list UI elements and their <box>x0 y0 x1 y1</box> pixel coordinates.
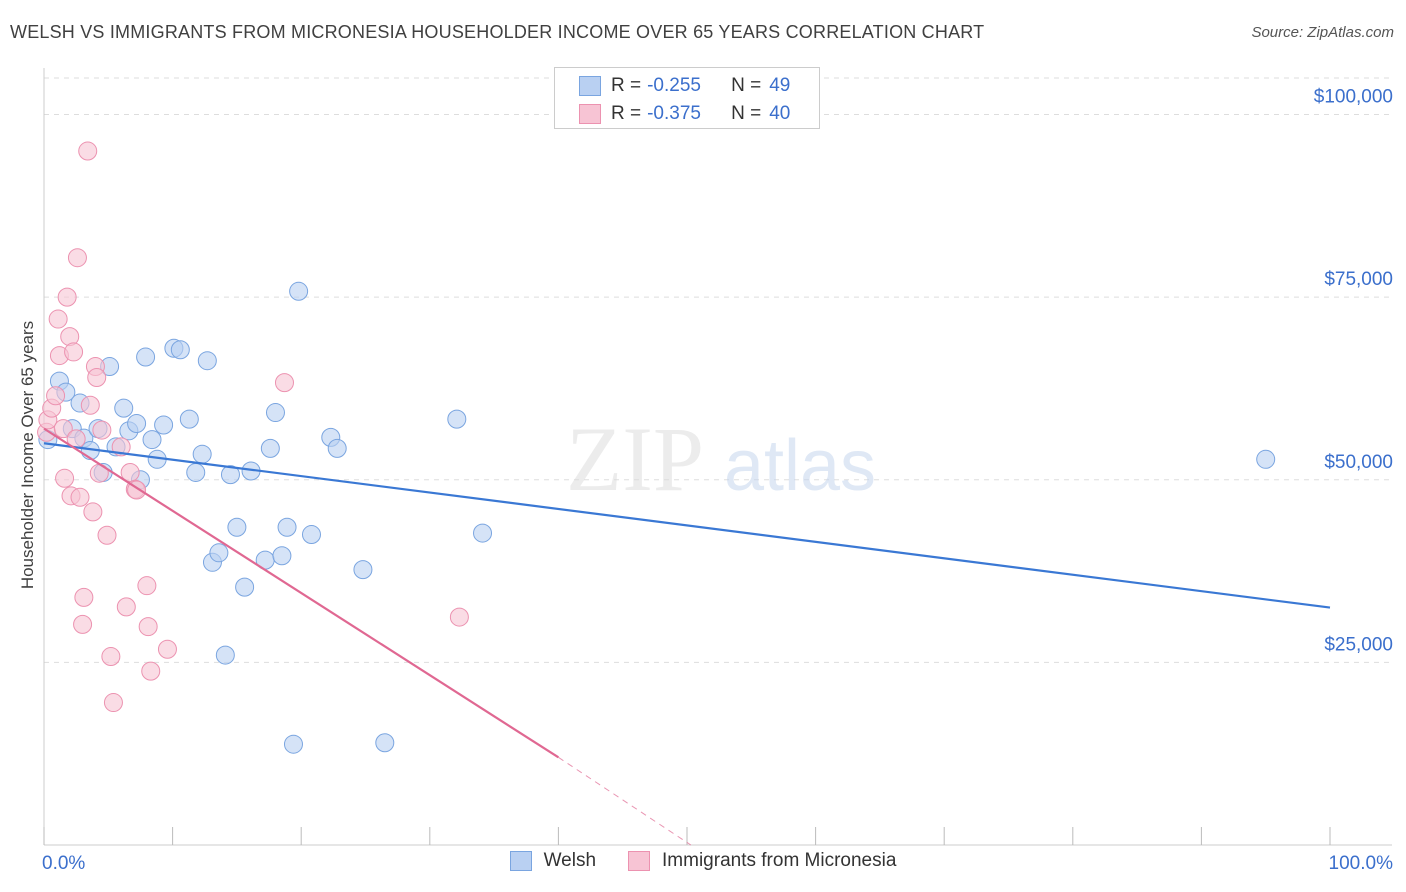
welsh-point <box>272 546 292 566</box>
legend-swatch-welsh <box>579 76 601 96</box>
watermark-zip: ZIP <box>566 408 704 510</box>
welsh-point <box>289 281 309 301</box>
micronesia-point <box>97 525 117 545</box>
y-axis-label: Householder Income Over 65 years <box>18 320 37 590</box>
micronesia-point <box>55 468 75 488</box>
welsh-point <box>301 525 321 545</box>
micronesia-trend-extension <box>558 756 692 846</box>
welsh-point <box>127 414 147 434</box>
welsh-point <box>283 734 303 754</box>
legend-n-label: N = <box>731 103 762 124</box>
welsh-point <box>114 398 134 418</box>
legend-n-value-welsh: 49 <box>769 75 791 96</box>
welsh-point <box>197 351 217 371</box>
series-swatch-welsh <box>509 851 532 871</box>
welsh-point <box>142 430 162 450</box>
welsh-point <box>170 340 190 360</box>
micronesia-point <box>78 141 98 161</box>
legend-r-label: R = <box>611 75 642 96</box>
micronesia-point <box>138 617 158 637</box>
welsh-point <box>260 438 280 458</box>
welsh-point <box>215 645 235 665</box>
legend-swatch-micronesia <box>579 104 601 124</box>
points-layer <box>37 141 1276 754</box>
micronesia-point <box>70 487 90 507</box>
grid-layer <box>44 77 1392 663</box>
micronesia-point <box>48 309 68 329</box>
welsh-point <box>136 347 156 367</box>
legend-row-micronesia: R = -0.375 N = 40 <box>579 100 790 128</box>
micronesia-point <box>101 647 121 667</box>
welsh-point <box>1256 449 1276 469</box>
watermark: ZIP atlas <box>566 408 876 510</box>
welsh-point <box>447 409 467 429</box>
axis-layer: $25,000 $50,000 $75,000 $100,000 0.0% 100.0% <box>42 68 1393 874</box>
series-label-welsh: Welsh <box>543 850 597 871</box>
x-tick-label: 100.0% <box>1329 853 1394 874</box>
welsh-point <box>209 543 229 563</box>
legend-r-label: R = <box>611 103 642 124</box>
welsh-point <box>235 577 255 597</box>
micronesia-point <box>83 502 103 522</box>
micronesia-point <box>80 395 100 415</box>
micronesia-point <box>92 420 112 440</box>
series-legend-welsh[interactable]: Welsh <box>509 850 597 872</box>
micronesia-point <box>111 437 131 457</box>
welsh-trend-line <box>43 442 1331 609</box>
welsh-point <box>186 462 206 482</box>
source-credit: Source: ZipAtlas.com <box>1251 24 1394 41</box>
trend-layer <box>43 427 1331 846</box>
micronesia-point <box>274 373 294 393</box>
welsh-point <box>227 517 247 537</box>
welsh-point <box>265 403 285 423</box>
series-label-micronesia: Immigrants from Micronesia <box>662 850 897 871</box>
micronesia-point <box>64 342 84 362</box>
welsh-point <box>353 560 373 580</box>
micronesia-point <box>116 597 136 617</box>
y-tick-label: $100,000 <box>1314 87 1393 108</box>
micronesia-point <box>57 287 77 307</box>
welsh-point <box>327 438 347 458</box>
micronesia-point <box>87 367 107 387</box>
series-legend: Welsh Immigrants from Micronesia <box>0 850 1406 872</box>
micronesia-point <box>74 587 94 607</box>
y-tick-label: $25,000 <box>1324 634 1393 655</box>
micronesia-trend-line <box>43 427 559 759</box>
chart-title: WELSH VS IMMIGRANTS FROM MICRONESIA HOUS… <box>10 22 985 42</box>
micronesia-point <box>449 607 469 627</box>
micronesia-point <box>137 576 157 596</box>
micronesia-point <box>157 639 177 659</box>
correlation-legend: R = -0.255 N = 49 R = -0.375 N = 40 <box>554 67 820 129</box>
welsh-point <box>473 523 493 543</box>
series-swatch-micronesia <box>628 851 651 871</box>
welsh-point <box>375 733 395 753</box>
legend-r-value-micronesia: -0.375 <box>647 103 701 124</box>
series-legend-micronesia[interactable]: Immigrants from Micronesia <box>628 850 896 872</box>
micronesia-point <box>103 693 123 713</box>
welsh-point <box>192 444 212 464</box>
y-tick-label: $50,000 <box>1324 452 1393 473</box>
legend-n-value-micronesia: 40 <box>769 103 791 124</box>
welsh-point <box>277 517 297 537</box>
legend-row-welsh: R = -0.255 N = 49 <box>579 72 790 100</box>
micronesia-point <box>67 248 87 268</box>
micronesia-point <box>46 386 66 406</box>
legend-r-value-welsh: -0.255 <box>647 75 701 96</box>
micronesia-point <box>73 614 93 634</box>
micronesia-point <box>53 419 73 439</box>
welsh-point <box>179 409 199 429</box>
micronesia-point <box>141 661 161 681</box>
welsh-point <box>220 465 240 485</box>
watermark-atlas: atlas <box>724 426 876 506</box>
welsh-point <box>154 415 174 435</box>
legend-n-label: N = <box>731 75 762 96</box>
x-tick-label: 0.0% <box>42 853 85 874</box>
y-tick-label: $75,000 <box>1324 269 1393 290</box>
